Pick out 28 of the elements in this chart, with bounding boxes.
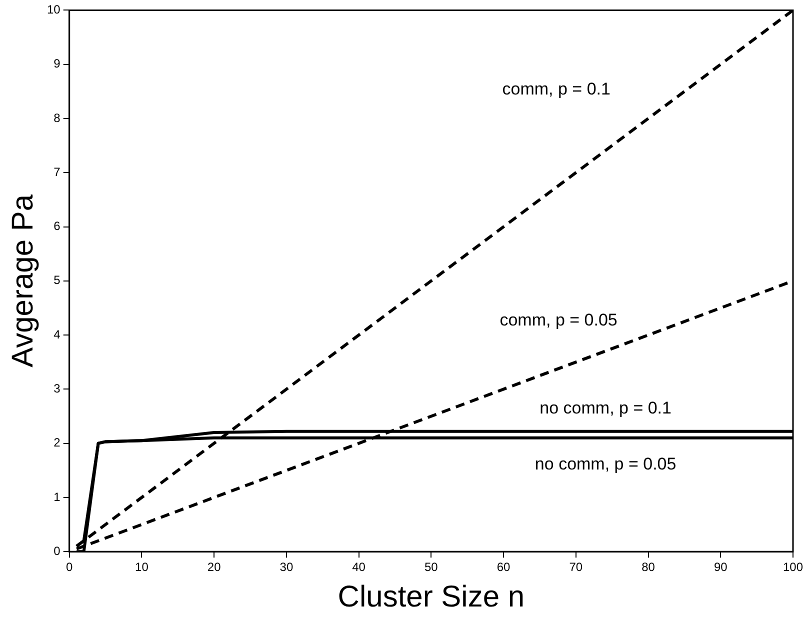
y-tick-label: 7 — [54, 164, 61, 179]
y-tick-label: 0 — [54, 544, 61, 558]
x-tick-label: 30 — [280, 560, 294, 574]
y-tick-label: 2 — [54, 436, 61, 450]
y-tick-label: 3 — [54, 381, 61, 396]
x-tick-label: 90 — [714, 560, 728, 574]
y-tick-label: 8 — [54, 110, 61, 125]
y-tick-label: 1 — [54, 490, 61, 504]
x-tick-label: 70 — [569, 560, 583, 574]
y-tick-label: 9 — [54, 56, 61, 71]
series-label: comm, p = 0.05 — [500, 310, 618, 330]
series-label: no comm, p = 0.1 — [540, 398, 672, 418]
x-tick-label: 20 — [207, 560, 222, 574]
x-tick-label: 0 — [66, 560, 74, 574]
y-tick-label: 4 — [54, 327, 61, 342]
x-tick-label: 10 — [135, 560, 149, 574]
x-tick-label: 50 — [424, 560, 438, 574]
x-tick-label: 60 — [496, 560, 511, 574]
x-axis-title: Cluster Size n — [338, 580, 525, 614]
x-tick-label: 100 — [782, 560, 804, 574]
series-label: no comm, p = 0.05 — [534, 454, 676, 474]
y-tick-label: 10 — [46, 2, 61, 17]
y-tick-label: 6 — [54, 219, 61, 234]
y-tick-label: 5 — [54, 273, 61, 288]
y-axis-title: Avgerage Pa — [6, 194, 40, 368]
x-tick-label: 80 — [642, 560, 656, 574]
text: comm, p = 0.1 — [502, 79, 610, 98]
x-tick-label: 40 — [352, 560, 366, 574]
